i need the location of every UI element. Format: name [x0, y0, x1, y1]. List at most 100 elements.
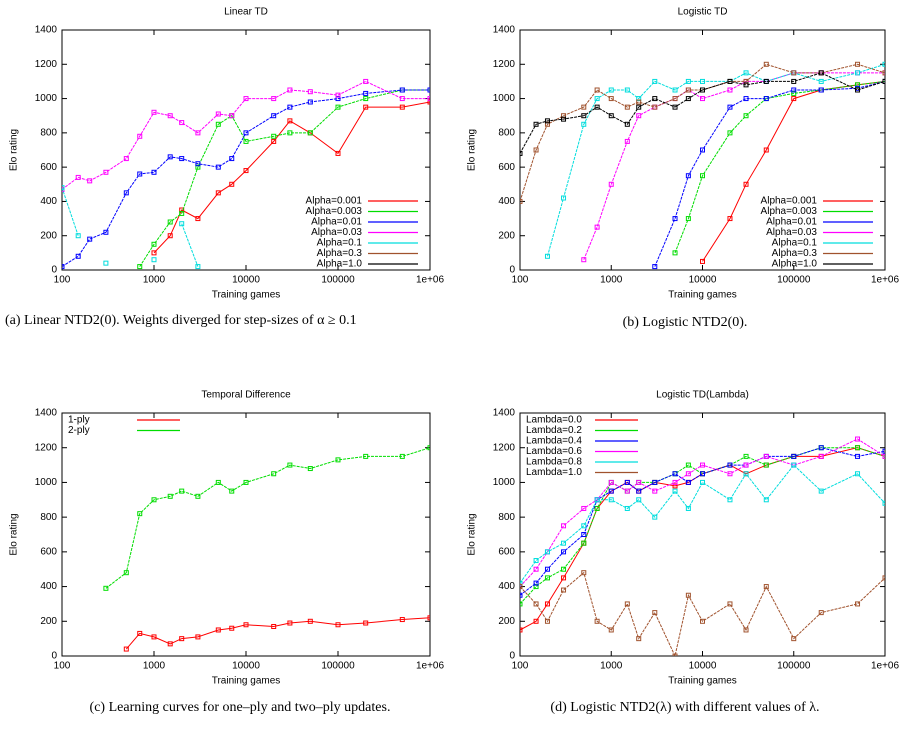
- marker: [215, 627, 221, 633]
- marker: [791, 87, 797, 93]
- marker: [399, 453, 405, 459]
- plot-area: [62, 78, 430, 270]
- marker: [700, 78, 705, 84]
- marker: [855, 601, 861, 607]
- marker: [137, 511, 143, 517]
- x-tick-label: 100: [54, 661, 71, 672]
- marker: [581, 532, 587, 537]
- y-tick-label: 600: [40, 546, 57, 557]
- y-tick-label: 400: [40, 196, 57, 207]
- marker: [533, 580, 539, 586]
- series-line: [520, 438, 885, 587]
- x-tick-label: 10000: [232, 275, 260, 286]
- marker: [544, 601, 550, 607]
- marker: [700, 618, 705, 624]
- y-axis-label: Elo rating: [9, 129, 20, 171]
- legend-label: Lambda=0.4: [526, 436, 582, 447]
- marker: [561, 587, 567, 593]
- marker: [151, 257, 157, 263]
- legend-label: Alpha=0.1: [772, 238, 818, 249]
- marker: [608, 181, 614, 187]
- marker: [62, 185, 65, 191]
- caption: (b) Logistic NTD2(0).: [622, 315, 748, 330]
- legend-label: Alpha=0.1: [317, 238, 363, 249]
- marker: [700, 173, 705, 179]
- marker: [307, 99, 313, 105]
- marker: [151, 634, 157, 640]
- marker: [229, 488, 235, 494]
- marker: [167, 219, 173, 225]
- marker: [544, 118, 550, 124]
- marker: [215, 479, 221, 485]
- marker: [791, 78, 797, 84]
- x-tick-label: 100000: [321, 661, 355, 672]
- y-tick-label: 0: [509, 265, 515, 276]
- marker: [287, 130, 293, 136]
- series-line: [153, 101, 430, 254]
- marker: [544, 575, 550, 581]
- marker: [685, 592, 691, 598]
- legend-label: Alpha=0.003: [306, 206, 363, 217]
- marker: [561, 540, 567, 546]
- legend-label: 2-ply: [68, 425, 90, 436]
- marker: [137, 264, 143, 270]
- x-tick-label: 1000: [600, 661, 623, 672]
- marker: [215, 164, 221, 170]
- marker: [137, 630, 143, 636]
- marker: [179, 210, 185, 216]
- marker: [287, 462, 293, 468]
- marker: [167, 641, 173, 647]
- plot-frame: [519, 412, 886, 657]
- marker: [855, 82, 861, 88]
- marker: [123, 570, 129, 576]
- marker: [103, 260, 109, 266]
- marker: [561, 113, 567, 119]
- marker: [700, 96, 705, 102]
- legend-label: Alpha=1.0: [317, 259, 363, 270]
- x-tick-label: 1000: [143, 275, 166, 286]
- marker: [624, 488, 630, 494]
- marker: [594, 96, 600, 102]
- marker: [700, 87, 705, 93]
- series-line: [520, 447, 885, 596]
- marker: [882, 453, 885, 459]
- x-tick-label: 10000: [689, 661, 717, 672]
- marker: [151, 109, 157, 115]
- marker: [103, 169, 109, 175]
- marker: [123, 156, 129, 162]
- y-tick-label: 1000: [493, 93, 516, 104]
- marker: [271, 138, 277, 144]
- marker: [818, 445, 824, 451]
- marker: [763, 61, 769, 67]
- marker: [743, 181, 749, 187]
- marker: [581, 570, 587, 576]
- marker: [855, 436, 861, 442]
- marker: [167, 113, 173, 119]
- marker: [62, 264, 65, 270]
- marker: [594, 104, 600, 110]
- marker: [727, 462, 733, 468]
- marker: [581, 505, 587, 511]
- series-line: [139, 89, 430, 267]
- x-tick-label: 1e+06: [871, 275, 900, 286]
- legend-label: 1-ply: [68, 415, 90, 426]
- marker: [179, 636, 185, 642]
- marker: [427, 445, 430, 451]
- marker: [307, 466, 313, 472]
- y-tick-label: 200: [40, 230, 57, 241]
- marker: [608, 96, 614, 102]
- marker: [700, 147, 705, 153]
- marker: [685, 173, 691, 179]
- x-tick-label: 1e+06: [416, 661, 445, 672]
- marker: [743, 453, 749, 459]
- marker: [167, 233, 173, 239]
- marker: [636, 96, 642, 102]
- marker: [271, 133, 277, 139]
- x-tick-label: 100000: [321, 275, 355, 286]
- series-line: [520, 72, 885, 154]
- y-tick-label: 800: [40, 127, 57, 138]
- marker: [399, 87, 405, 93]
- marker: [363, 453, 369, 459]
- series-line: [62, 89, 430, 268]
